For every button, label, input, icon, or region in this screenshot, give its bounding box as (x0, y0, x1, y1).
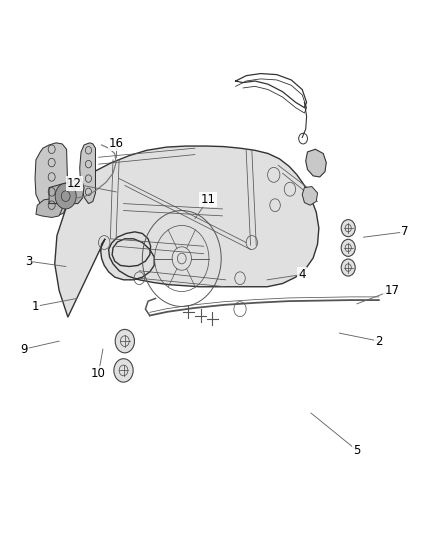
Polygon shape (35, 143, 68, 216)
Text: 10: 10 (91, 367, 106, 379)
Circle shape (114, 359, 133, 382)
Polygon shape (49, 179, 84, 204)
Text: 4: 4 (298, 268, 306, 281)
Text: 1: 1 (31, 300, 39, 313)
Text: 17: 17 (385, 284, 399, 297)
Polygon shape (306, 149, 326, 177)
Polygon shape (36, 198, 62, 217)
Circle shape (341, 259, 355, 276)
Circle shape (55, 183, 76, 209)
Polygon shape (80, 143, 95, 204)
Text: 7: 7 (401, 225, 409, 238)
Polygon shape (302, 187, 318, 205)
Text: 9: 9 (20, 343, 28, 356)
Circle shape (341, 239, 355, 256)
Text: 2: 2 (375, 335, 383, 348)
Circle shape (115, 329, 134, 353)
Text: 12: 12 (67, 177, 82, 190)
Text: 3: 3 (25, 255, 32, 268)
Text: 11: 11 (201, 193, 215, 206)
Text: 5: 5 (353, 444, 360, 457)
Polygon shape (55, 146, 319, 317)
Text: 16: 16 (109, 138, 124, 150)
Circle shape (341, 220, 355, 237)
